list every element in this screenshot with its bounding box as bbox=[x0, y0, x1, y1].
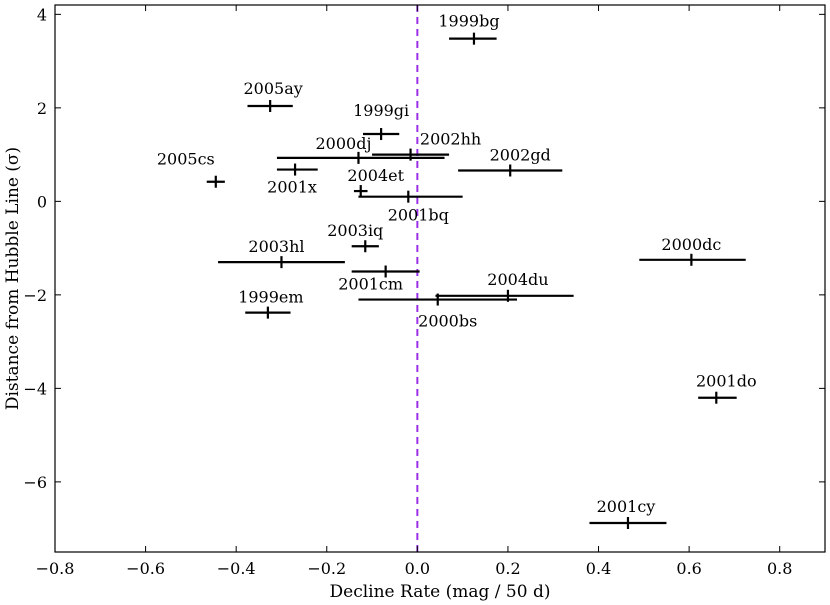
ticks-layer: −0.8 −0.6 −0.4 −0.2 0.0 0.2 0.4 0.6 0.8 −6 −4 −2 0 2 4 bbox=[23, 5, 825, 578]
data-point-2002gd: 2002gd bbox=[458, 146, 563, 177]
point-label: 2001bq bbox=[388, 206, 449, 225]
data-point-2001cm: 2001cm bbox=[338, 265, 420, 293]
data-point-2001do: 2001do bbox=[696, 372, 757, 404]
x-tick-label: 0.4 bbox=[586, 559, 611, 578]
point-label: 2003iq bbox=[327, 221, 383, 240]
data-point-2001x: 2001x bbox=[267, 163, 318, 197]
x-tick-label: 0.2 bbox=[495, 559, 520, 578]
point-label: 2001cy bbox=[597, 497, 656, 516]
point-label: 1999bg bbox=[438, 12, 499, 31]
data-point-1999em: 1999em bbox=[238, 288, 304, 319]
data-point-1999bg: 1999bg bbox=[438, 12, 500, 45]
x-tick-label: 0.6 bbox=[676, 559, 701, 578]
point-label: 1999gi bbox=[353, 101, 409, 120]
point-label: 2001x bbox=[267, 178, 317, 197]
data-point-2000dc: 2000dc bbox=[639, 235, 746, 266]
point-label: 2004et bbox=[347, 166, 404, 185]
x-tick-label: −0.2 bbox=[307, 559, 346, 578]
y-tick-label: 4 bbox=[37, 5, 47, 24]
data-points-layer: 1999bg 2005ay 1999gi 2000dj 2002hh 2005cs 2001… bbox=[157, 12, 757, 530]
x-tick-label: −0.4 bbox=[217, 559, 256, 578]
data-point-2000bs: 2000bs bbox=[358, 293, 517, 331]
data-point-1999gi: 1999gi bbox=[353, 101, 409, 141]
data-point-2000dj: 2000dj bbox=[276, 134, 445, 164]
y-tick-label: 0 bbox=[37, 192, 47, 211]
x-tick-label: 0.0 bbox=[405, 559, 430, 578]
point-label: 2005cs bbox=[157, 150, 215, 169]
data-point-2003hl: 2003hl bbox=[218, 237, 345, 269]
data-point-2002hh: 2002hh bbox=[372, 130, 481, 161]
point-label: 2001cm bbox=[338, 274, 403, 293]
point-label: 2004du bbox=[487, 270, 548, 289]
point-label: 2005ay bbox=[243, 79, 302, 98]
x-tick-label: −0.8 bbox=[36, 559, 75, 578]
point-label: 2002hh bbox=[420, 130, 481, 149]
y-tick-label: −2 bbox=[23, 286, 47, 305]
data-point-2001cy: 2001cy bbox=[589, 497, 667, 530]
x-tick-label: −0.6 bbox=[126, 559, 165, 578]
y-axis-title: Distance from Hubble Line (σ) bbox=[3, 147, 23, 410]
data-point-2003iq: 2003iq bbox=[327, 221, 383, 253]
point-label: 2000dj bbox=[316, 134, 372, 153]
data-point-2005ay: 2005ay bbox=[243, 79, 303, 112]
data-point-2005cs: 2005cs bbox=[157, 150, 225, 188]
data-point-2004du: 2004du bbox=[435, 270, 574, 302]
point-label: 2000bs bbox=[418, 312, 477, 331]
point-label: 2001do bbox=[696, 372, 757, 391]
data-point-2004et: 2004et bbox=[347, 166, 405, 198]
x-axis-title: Decline Rate (mag / 50 d) bbox=[330, 582, 551, 602]
y-tick-label: −4 bbox=[23, 379, 47, 398]
point-label: 2003hl bbox=[248, 237, 304, 256]
y-tick-label: −6 bbox=[23, 473, 47, 492]
x-tick-label: 0.8 bbox=[767, 559, 792, 578]
point-label: 2000dc bbox=[661, 235, 721, 254]
point-label: 2002gd bbox=[490, 146, 551, 165]
plot-frame bbox=[54, 4, 826, 553]
y-tick-label: 2 bbox=[37, 99, 47, 118]
data-point-2001bq: 2001bq bbox=[358, 190, 463, 225]
point-label: 1999em bbox=[238, 288, 303, 307]
